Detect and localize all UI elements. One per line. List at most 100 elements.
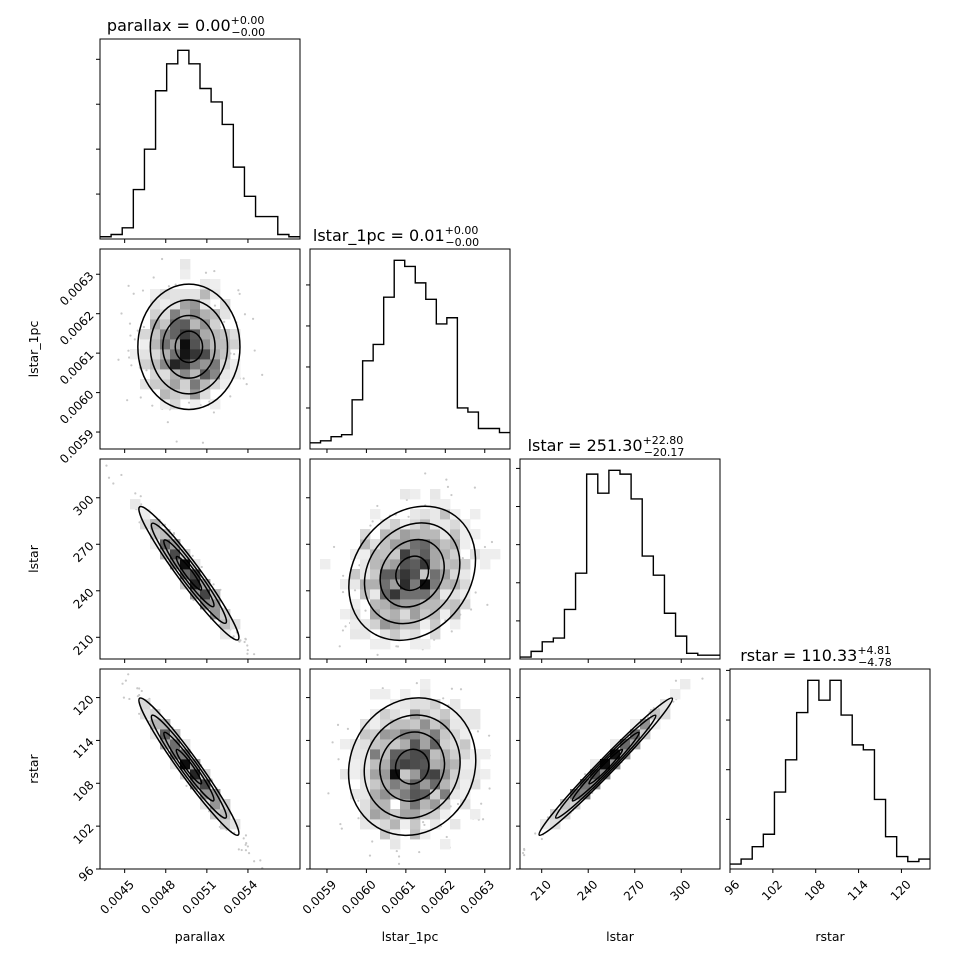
sample-point [422, 820, 425, 824]
density-cell [370, 719, 381, 730]
sample-point [246, 644, 249, 647]
density-cell [460, 749, 471, 760]
sample-point [240, 848, 243, 852]
density-cell [160, 539, 171, 550]
title-upper: +4.81 [857, 644, 891, 657]
density-cell [180, 319, 191, 330]
density-cell [410, 739, 421, 750]
sample-point [233, 352, 236, 356]
density-cell [390, 619, 401, 630]
sample-point [540, 837, 543, 841]
sample-point [368, 854, 372, 857]
sample-point [128, 322, 132, 325]
density-cell [370, 569, 381, 580]
density-cell [360, 799, 371, 810]
panel-content [100, 49, 300, 238]
density-cell [420, 579, 431, 590]
density-cell [430, 559, 441, 570]
sample-point [244, 849, 248, 852]
density-cell [190, 399, 201, 410]
density-cell [160, 529, 171, 540]
sample-point [244, 834, 248, 837]
sample-point [344, 625, 347, 628]
density-cell [370, 759, 381, 770]
density-cell [150, 379, 161, 390]
density-cell [410, 569, 421, 580]
density-cell [150, 349, 161, 360]
density-cell [420, 519, 431, 530]
histogram-lstar_1pc [310, 259, 510, 444]
sample-point [208, 400, 211, 403]
density-cell [440, 749, 451, 760]
density-cell [460, 529, 471, 540]
contour-level-4 [538, 697, 674, 837]
sample-point [251, 317, 255, 320]
panel-lstar-vs-lstar_1pc [306, 458, 511, 663]
density-cell [660, 709, 671, 720]
sample-point [212, 583, 215, 586]
panel-frame [309, 458, 511, 660]
density-cell [390, 519, 401, 530]
density-cell [410, 769, 421, 780]
sample-point [357, 799, 360, 802]
density-cell [430, 799, 441, 810]
density-cell [390, 789, 401, 800]
sample-point [490, 540, 494, 544]
sample-point [128, 697, 131, 701]
density-cell [390, 529, 401, 540]
density-cell [630, 719, 641, 730]
panel-frame [99, 458, 301, 660]
density-cell [410, 639, 421, 650]
density-cell [470, 709, 481, 720]
density-cell [400, 719, 411, 730]
density-cell [190, 309, 201, 320]
sample-point [200, 565, 203, 569]
title-parallax: parallax = 0.00+0.00 −0.00 [107, 14, 265, 39]
sample-point [342, 574, 345, 577]
density-cell [440, 509, 451, 520]
density-cell [380, 619, 391, 630]
sample-point [252, 653, 256, 656]
density-cell [150, 359, 161, 370]
density-cell [400, 609, 411, 620]
density-cell [210, 799, 221, 810]
density-cell [440, 799, 451, 810]
contour-level-3 [363, 522, 461, 625]
sample-point [331, 741, 334, 744]
density-cell [190, 389, 201, 400]
density-cell [420, 829, 431, 840]
density-cell [370, 579, 381, 590]
sample-point [486, 603, 489, 606]
density-cell [380, 519, 391, 530]
density-cell [140, 509, 151, 520]
panel-frame [99, 248, 301, 450]
density-cell [370, 549, 381, 560]
density-cell [430, 729, 441, 740]
density-cell [450, 819, 461, 830]
density-cell [440, 539, 451, 550]
density-cell [380, 789, 391, 800]
density-cell [350, 619, 361, 630]
density-cell [190, 759, 201, 770]
density-cell [180, 289, 191, 300]
density-cell [210, 349, 221, 360]
density-cell [230, 359, 241, 370]
density-cell [400, 769, 411, 780]
density-cell [170, 389, 181, 400]
density-cell [370, 749, 381, 760]
density-cell [170, 739, 181, 750]
sample-point [341, 629, 345, 632]
density-cell [380, 719, 391, 730]
density-cell [450, 589, 461, 600]
density-cell [380, 559, 391, 570]
density-cell [220, 339, 231, 350]
density-cell [370, 729, 381, 740]
contour-level-4 [137, 283, 241, 411]
density-cell [350, 629, 361, 640]
density-cell [430, 489, 441, 500]
density-cell [650, 709, 661, 720]
density-cell [410, 819, 421, 830]
density-cell [170, 309, 181, 320]
density-cell [460, 539, 471, 550]
sample-point [172, 532, 176, 536]
